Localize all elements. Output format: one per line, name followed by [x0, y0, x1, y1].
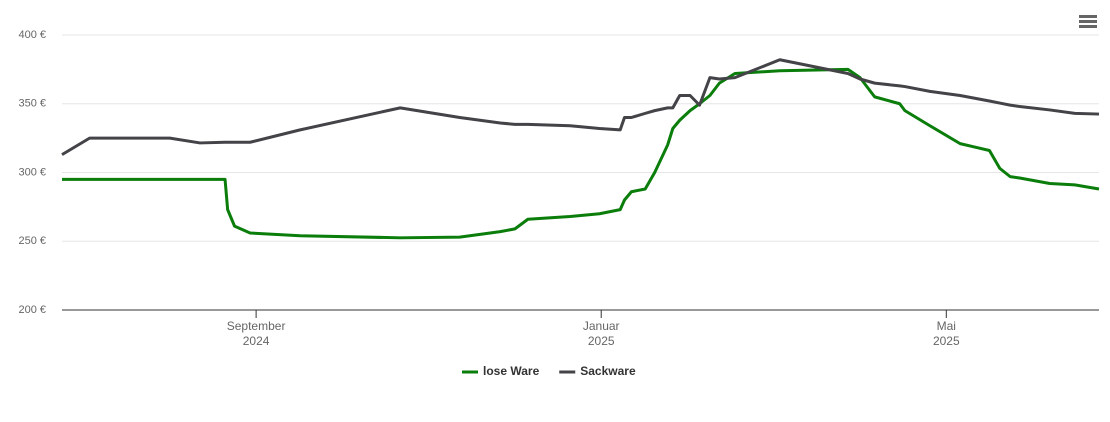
menu-bar [1079, 25, 1097, 28]
menu-button[interactable] [1079, 15, 1097, 28]
legend-label: Sackware [580, 364, 636, 378]
x-tick-label: Januar 2025 [582, 319, 620, 348]
y-tick-label: 250 € [18, 235, 46, 247]
legend-label: lose Ware [483, 364, 540, 378]
y-tick-label: 300 € [18, 166, 46, 178]
menu-bar [1079, 15, 1097, 18]
menu-bar [1079, 20, 1097, 23]
y-tick-label: 200 € [18, 304, 46, 316]
legend-item[interactable]: Sackware [559, 364, 636, 378]
x-tick-label: Mai 2025 [932, 319, 960, 348]
x-tick-label: September 2024 [226, 319, 286, 348]
legend-item[interactable]: lose Ware [462, 364, 540, 378]
series-line [61, 58, 1100, 156]
y-tick-label: 400 € [18, 29, 46, 41]
y-tick-label: 350 € [18, 98, 46, 110]
series-line [62, 67, 1100, 240]
legend: lose Ware Sackware [462, 364, 636, 378]
